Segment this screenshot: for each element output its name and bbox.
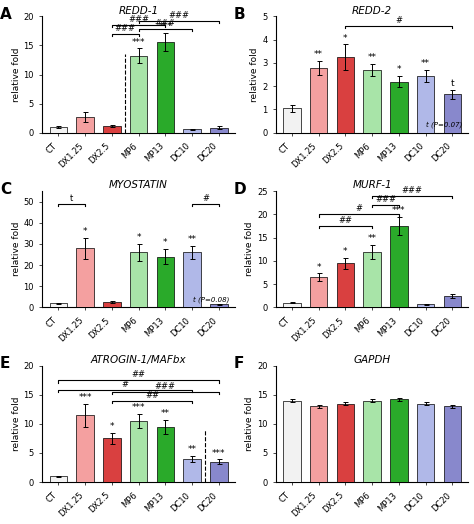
Text: t (P=0.07): t (P=0.07)	[426, 122, 463, 128]
Y-axis label: relative fold: relative fold	[11, 222, 20, 277]
Text: *: *	[397, 65, 401, 74]
Bar	[183, 129, 201, 133]
Title: MYOSTATIN: MYOSTATIN	[109, 180, 168, 190]
Bar	[130, 253, 147, 308]
Bar	[310, 407, 328, 482]
Bar	[417, 75, 434, 133]
Bar	[157, 427, 174, 482]
Text: ***: ***	[212, 449, 226, 457]
Text: t: t	[70, 194, 73, 203]
Bar	[283, 108, 301, 133]
Text: t: t	[451, 79, 454, 88]
Bar	[390, 399, 408, 482]
Text: ***: ***	[392, 206, 406, 215]
Y-axis label: relative fold: relative fold	[12, 397, 21, 451]
Text: ###: ###	[375, 195, 396, 204]
Bar	[444, 296, 461, 308]
Text: **: **	[314, 50, 323, 59]
Bar	[364, 252, 381, 308]
Text: ##: ##	[145, 391, 159, 400]
Bar	[76, 415, 94, 482]
Text: **: **	[161, 409, 170, 418]
Title: REDD-1: REDD-1	[118, 6, 159, 16]
Bar	[310, 277, 328, 308]
Bar	[50, 476, 67, 482]
Text: B: B	[233, 7, 245, 22]
Text: ###: ###	[155, 382, 176, 391]
Text: ***: ***	[159, 22, 172, 31]
Text: ###: ###	[168, 11, 189, 20]
Text: ##: ##	[338, 216, 352, 225]
Text: *: *	[343, 34, 347, 42]
Title: MURF-1: MURF-1	[352, 180, 392, 190]
Y-axis label: relative fold: relative fold	[245, 222, 254, 277]
Bar	[103, 126, 120, 133]
Text: **: **	[188, 445, 197, 454]
Text: D: D	[233, 182, 246, 196]
Title: GAPDH: GAPDH	[354, 355, 391, 365]
Text: *: *	[343, 247, 347, 256]
Text: **: **	[368, 53, 377, 62]
Text: ###: ###	[402, 185, 423, 195]
Bar	[390, 226, 408, 308]
Text: *: *	[83, 227, 87, 236]
Bar	[337, 263, 354, 308]
Bar	[310, 68, 328, 133]
Bar	[130, 421, 147, 482]
Bar	[210, 304, 228, 308]
Text: #: #	[355, 204, 362, 213]
Bar	[364, 70, 381, 133]
Text: **: **	[188, 235, 197, 244]
Text: t (P=0.08): t (P=0.08)	[193, 296, 229, 303]
Bar	[417, 304, 434, 308]
Title: REDD-2: REDD-2	[352, 6, 392, 16]
Bar	[364, 400, 381, 482]
Y-axis label: relative fold: relative fold	[245, 397, 254, 451]
Bar	[283, 303, 301, 308]
Text: *: *	[316, 263, 321, 271]
Bar	[130, 56, 147, 133]
Bar	[103, 302, 120, 308]
Text: **: **	[368, 234, 377, 243]
Bar	[50, 127, 67, 133]
Bar	[337, 403, 354, 482]
Bar	[76, 117, 94, 133]
Text: ###: ###	[128, 15, 149, 24]
Text: C: C	[0, 182, 11, 196]
Bar	[50, 303, 67, 308]
Text: ***: ***	[78, 393, 92, 402]
Text: ###: ###	[115, 24, 136, 33]
Text: #: #	[395, 16, 402, 25]
Text: #: #	[122, 380, 129, 389]
Text: *: *	[163, 238, 168, 247]
Bar	[444, 94, 461, 133]
Bar	[157, 257, 174, 308]
Bar	[283, 400, 301, 482]
Bar	[390, 82, 408, 133]
Bar	[183, 253, 201, 308]
Bar	[444, 407, 461, 482]
Text: A: A	[0, 7, 12, 22]
Bar	[337, 57, 354, 133]
Text: **: **	[421, 59, 430, 68]
Bar	[183, 459, 201, 482]
Bar	[76, 248, 94, 308]
Text: ***: ***	[132, 38, 146, 47]
Text: E: E	[0, 356, 10, 372]
Title: ATROGIN-1/MAFbx: ATROGIN-1/MAFbx	[91, 355, 186, 365]
Text: F: F	[233, 356, 244, 372]
Text: #: #	[202, 194, 209, 203]
Bar	[417, 403, 434, 482]
Bar	[210, 462, 228, 482]
Text: ###: ###	[155, 19, 176, 28]
Y-axis label: relative fold: relative fold	[12, 47, 21, 102]
Bar	[157, 42, 174, 133]
Text: *: *	[109, 422, 114, 431]
Bar	[210, 127, 228, 133]
Text: *: *	[137, 233, 141, 242]
Text: ***: ***	[132, 403, 146, 412]
Text: ##: ##	[132, 370, 146, 379]
Bar	[103, 439, 120, 482]
Y-axis label: relative fold: relative fold	[250, 47, 259, 102]
